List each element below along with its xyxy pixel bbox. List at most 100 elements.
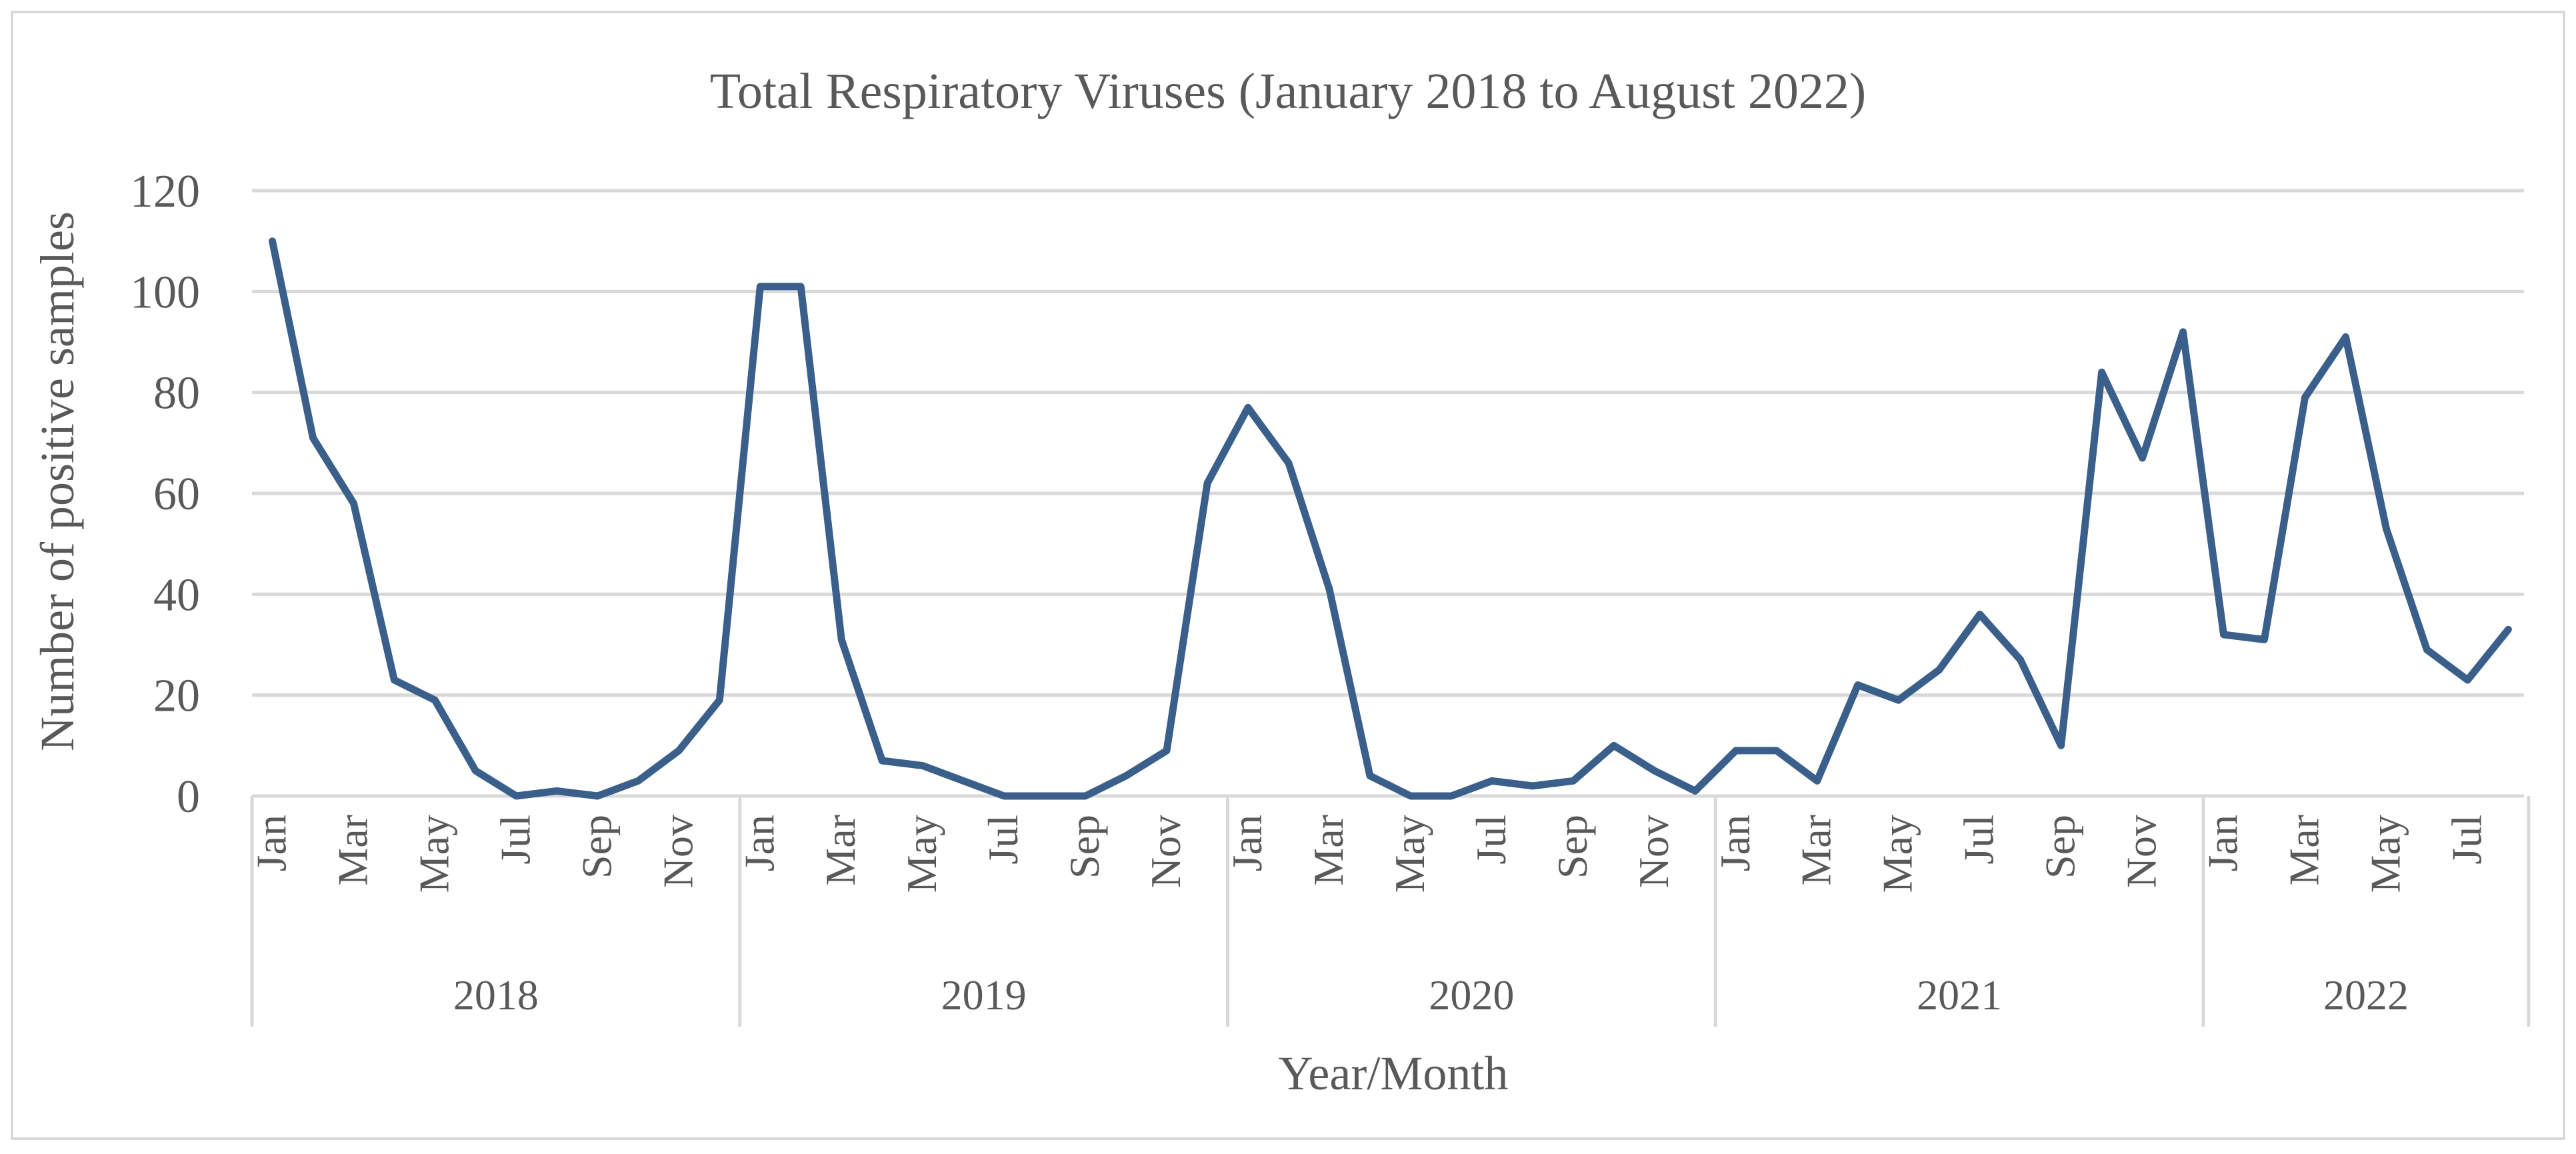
data-point [2182,331,2185,333]
data-point [2101,371,2103,373]
data-point [759,285,761,288]
data-point [1450,795,1453,797]
data-point [840,638,843,641]
x-tick-label-month: Jan [1711,815,1759,871]
data-point [2303,396,2306,399]
data-point [799,285,802,288]
x-tick-label-month: Mar [1793,815,1840,886]
x-group-label-year: 2019 [941,971,1027,1019]
data-point [2507,628,2509,631]
x-axis-label: Year/Month [1279,1047,1509,1100]
data-point [311,437,314,439]
data-point [2344,335,2347,338]
y-axis-label: Number of positive samples [31,211,84,751]
data-point [271,240,273,243]
data-point [962,779,965,782]
data-point [637,779,639,782]
series-line [269,237,2512,800]
x-tick-label-month: Jul [491,815,539,865]
data-point [2385,527,2387,530]
x-tick-label-month: Nov [1142,815,1189,888]
y-tick-label: 20 [153,671,200,722]
data-point [1653,769,1656,772]
x-group-label-year: 2022 [2323,971,2409,1019]
data-point [1287,462,1290,465]
x-axis: Jan Mar May Jul Sep Nov 2018 Jan Mar May Jul Sep Nov… [247,794,2531,1027]
x-tick-label-month: Mar [1305,815,1352,886]
x-group-label-year: 2020 [1429,971,1514,1019]
series-total-respiratory-viruses [269,237,2512,800]
x-tick-label-month: May [2361,815,2409,893]
data-point [2223,633,2225,636]
x-tick-label-month: Nov [2118,815,2165,888]
data-point [2141,457,2144,459]
y-axis-ticks: 0 20 40 60 80 100 120 [130,166,200,823]
x-group-label-year: 2021 [1917,971,2002,1019]
data-point [1572,779,1575,782]
y-tick-label: 40 [153,569,200,621]
data-point [1206,482,1209,485]
data-point [555,789,558,792]
data-point [1084,795,1087,797]
y-tick-label: 120 [130,166,200,217]
data-point [1979,613,1981,616]
x-tick-label-month: Jul [979,815,1027,865]
data-point [433,699,436,701]
data-point [596,795,599,797]
data-point [1247,406,1249,409]
x-tick-label-month: Jul [1467,815,1515,865]
x-tick-label-month: Jan [2199,815,2247,871]
x-tick-label-month: May [1874,815,1921,893]
data-point [1328,588,1331,591]
x-tick-label-month: Mar [329,815,376,886]
data-point [2060,744,2063,747]
x-tick-label-month: Nov [654,815,701,888]
x-tick-label-month: May [1386,815,1433,893]
data-point [1938,669,1941,671]
y-tick-label: 60 [153,469,200,520]
data-point [352,502,355,505]
data-point [1613,744,1615,747]
data-point [881,759,883,762]
chart-title: Total Respiratory Viruses (January 2018 … [710,63,1866,119]
x-tick-label-month: Jan [1223,815,1271,871]
x-tick-label-month: Sep [573,815,620,879]
data-point [393,679,395,681]
x-tick-label-month: Sep [1549,815,1596,879]
y-tick-label: 100 [130,267,200,318]
chart-border [11,11,2565,1140]
data-point [515,795,517,797]
data-point [921,765,924,767]
x-tick-label-month: Jan [247,815,295,871]
data-point [1816,779,1819,782]
y-tick-label: 80 [153,368,200,419]
x-tick-label-month: Sep [2037,815,2084,879]
data-point [1735,749,1737,752]
data-point [1775,749,1778,752]
data-point [1897,699,1900,701]
x-tick-label-month: May [898,815,945,893]
x-tick-label-month: Mar [2280,815,2327,886]
x-tick-label-month: Mar [817,815,864,886]
x-tick-label-month: Jul [2443,815,2490,865]
data-point [1694,789,1697,792]
x-tick-label-month: Jul [1955,815,2003,865]
data-point [1125,775,1127,777]
gridlines [252,189,2524,798]
data-point [1857,684,1859,687]
data-point [474,769,477,772]
data-point [677,749,680,752]
data-point [1491,779,1493,782]
data-point [1409,795,1412,797]
x-group-label-year: 2018 [453,971,539,1019]
data-point [2019,659,2022,661]
x-tick-label-month: May [410,815,457,893]
data-point [2466,679,2469,681]
data-point [1043,795,1046,797]
data-point [2263,638,2266,641]
data-point [1165,749,1168,752]
data-point [718,699,721,701]
x-tick-label-month: Nov [1630,815,1677,888]
